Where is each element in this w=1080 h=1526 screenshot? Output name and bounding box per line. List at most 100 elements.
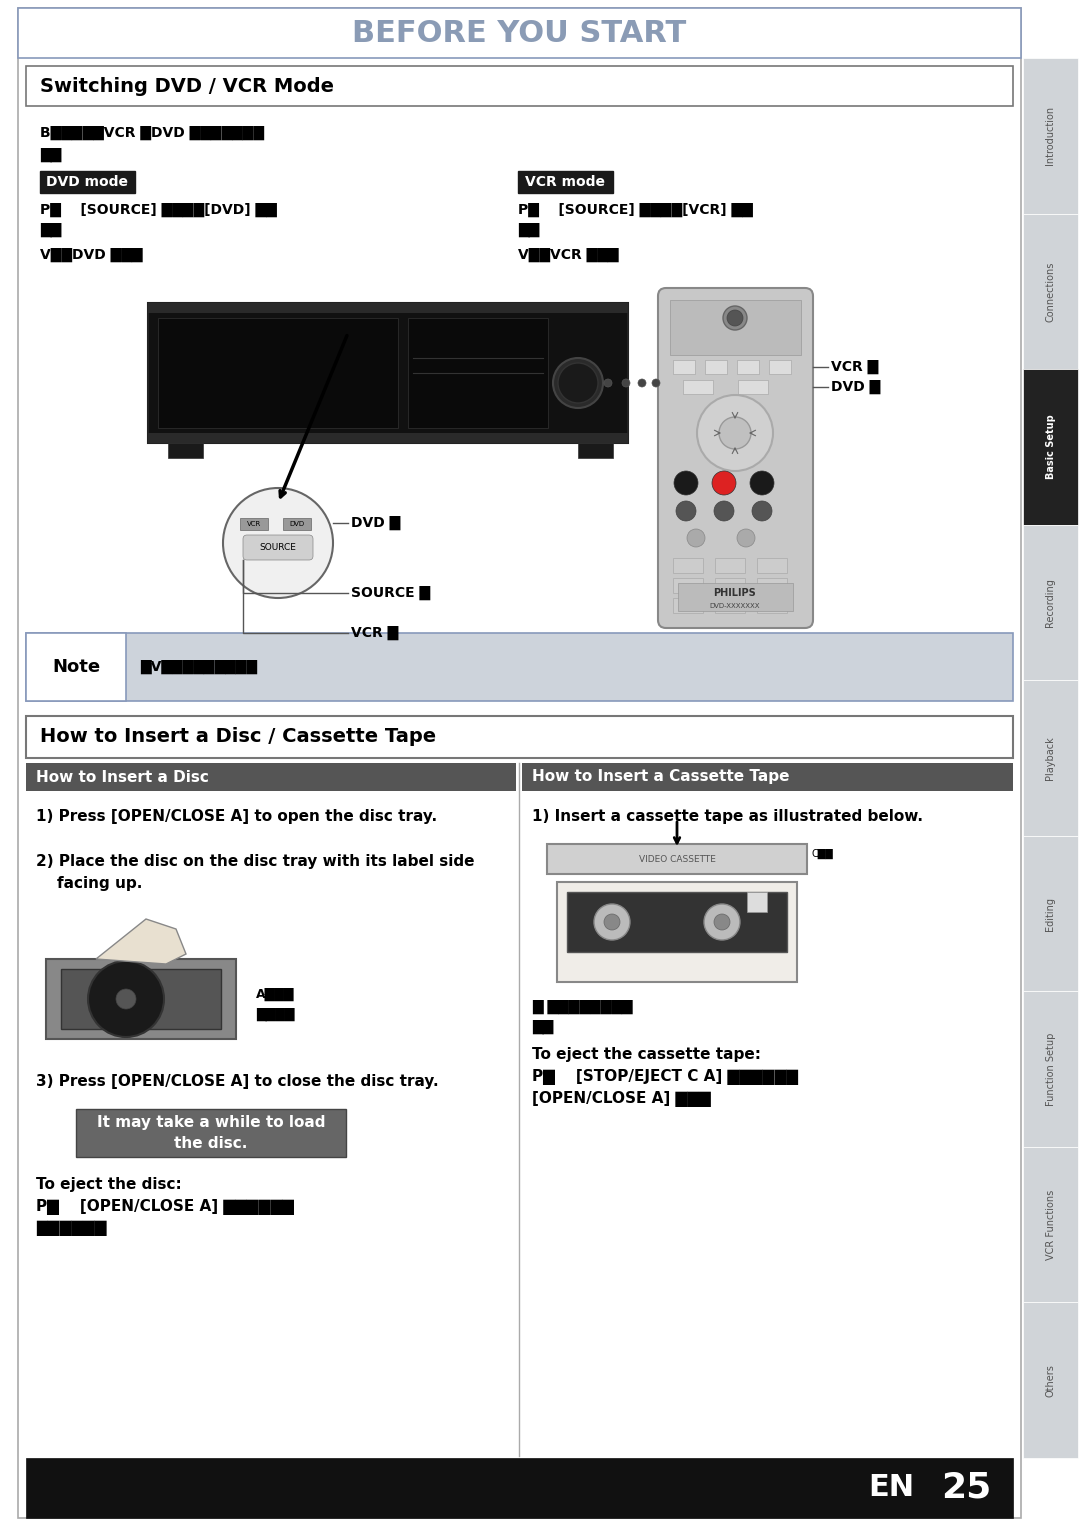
Bar xyxy=(148,304,627,443)
Text: Editing: Editing xyxy=(1045,897,1055,931)
Bar xyxy=(40,171,135,192)
Bar xyxy=(1023,681,1078,836)
Text: Playback: Playback xyxy=(1045,736,1055,780)
Bar xyxy=(670,301,801,356)
Text: DVD: DVD xyxy=(289,520,305,526)
Bar xyxy=(757,598,787,613)
Bar xyxy=(46,958,237,1039)
Bar xyxy=(26,633,126,700)
Bar xyxy=(518,171,613,192)
Text: Introduction: Introduction xyxy=(1045,107,1055,165)
Bar xyxy=(26,633,1013,700)
Text: Note: Note xyxy=(52,658,100,676)
Text: P█    [OPEN/CLOSE A] ██████: P█ [OPEN/CLOSE A] ██████ xyxy=(36,1199,294,1215)
Text: SOURCE: SOURCE xyxy=(259,543,296,552)
Text: DVD █: DVD █ xyxy=(351,516,401,530)
Circle shape xyxy=(222,488,333,598)
Circle shape xyxy=(714,914,730,929)
FancyBboxPatch shape xyxy=(658,288,813,629)
Bar xyxy=(546,844,807,874)
Circle shape xyxy=(652,378,660,388)
Bar xyxy=(1023,1303,1078,1457)
Text: P█    [STOP/EJECT C A] ██████: P█ [STOP/EJECT C A] ██████ xyxy=(532,1070,798,1085)
Circle shape xyxy=(712,472,735,494)
Text: Connections: Connections xyxy=(1045,261,1055,322)
Circle shape xyxy=(697,395,773,472)
Text: 3) Press [OPEN/CLOSE A] to close the disc tray.: 3) Press [OPEN/CLOSE A] to close the dis… xyxy=(36,1074,438,1090)
Text: █V█████████: █V█████████ xyxy=(140,659,257,674)
Text: ██: ██ xyxy=(40,148,62,162)
Circle shape xyxy=(750,472,774,494)
Bar xyxy=(757,578,787,594)
Bar xyxy=(715,559,745,572)
Bar xyxy=(148,433,627,443)
Bar xyxy=(715,598,745,613)
Circle shape xyxy=(604,378,612,388)
Text: VCR Functions: VCR Functions xyxy=(1045,1190,1055,1260)
Text: VCR mode: VCR mode xyxy=(525,175,605,189)
Circle shape xyxy=(676,501,696,520)
Bar xyxy=(240,517,268,530)
Bar xyxy=(26,1457,1013,1518)
Text: How to Insert a Cassette Tape: How to Insert a Cassette Tape xyxy=(532,769,789,784)
Text: P█    [SOURCE] ████[VCR] ██: P█ [SOURCE] ████[VCR] ██ xyxy=(518,203,753,217)
Bar xyxy=(408,317,548,427)
Text: DVD-XXXXXXX: DVD-XXXXXXX xyxy=(710,603,760,609)
Bar xyxy=(1023,836,1078,992)
Bar xyxy=(1023,58,1078,214)
Text: BEFORE YOU START: BEFORE YOU START xyxy=(352,18,687,47)
Text: Function Setup: Function Setup xyxy=(1045,1033,1055,1106)
Bar xyxy=(283,517,311,530)
Bar xyxy=(673,598,703,613)
Circle shape xyxy=(752,501,772,520)
Circle shape xyxy=(604,914,620,929)
Circle shape xyxy=(87,961,164,1038)
Circle shape xyxy=(594,903,630,940)
Bar xyxy=(683,380,713,394)
Bar xyxy=(715,578,745,594)
Bar xyxy=(737,360,759,374)
Bar xyxy=(522,763,1013,790)
Text: V██VCR ███: V██VCR ███ xyxy=(518,249,619,262)
Text: V██DVD ███: V██DVD ███ xyxy=(40,249,143,262)
Circle shape xyxy=(638,378,646,388)
Bar xyxy=(1023,525,1078,681)
Bar xyxy=(757,559,787,572)
Bar xyxy=(747,893,767,913)
Text: Switching DVD / VCR Mode: Switching DVD / VCR Mode xyxy=(40,76,334,96)
Text: VCR █: VCR █ xyxy=(831,360,878,374)
Circle shape xyxy=(719,417,751,449)
Bar xyxy=(18,8,1021,58)
Text: Basic Setup: Basic Setup xyxy=(1045,415,1055,479)
Bar xyxy=(673,559,703,572)
Bar xyxy=(26,763,516,790)
Text: It may take a while to load: It may take a while to load xyxy=(97,1116,325,1131)
Bar xyxy=(1023,992,1078,1148)
Bar xyxy=(60,969,221,1029)
Circle shape xyxy=(558,363,598,403)
Circle shape xyxy=(704,903,740,940)
Text: DVD █: DVD █ xyxy=(831,380,880,394)
FancyBboxPatch shape xyxy=(243,536,313,560)
Text: A███: A███ xyxy=(256,987,295,1001)
Bar xyxy=(678,583,793,610)
Bar xyxy=(148,304,627,313)
Circle shape xyxy=(727,310,743,327)
Bar xyxy=(1023,369,1078,525)
Bar xyxy=(158,317,399,427)
Circle shape xyxy=(737,530,755,546)
Text: VCR █: VCR █ xyxy=(351,626,399,639)
Circle shape xyxy=(622,378,630,388)
Text: 1) Press [OPEN/CLOSE A] to open the disc tray.: 1) Press [OPEN/CLOSE A] to open the disc… xyxy=(36,809,437,824)
Polygon shape xyxy=(96,919,186,964)
Text: █ ████████: █ ████████ xyxy=(532,1000,633,1015)
Text: the disc.: the disc. xyxy=(174,1137,247,1152)
Bar xyxy=(76,1109,346,1157)
Circle shape xyxy=(116,989,136,1009)
Text: SOURCE █: SOURCE █ xyxy=(351,586,430,600)
Text: 25: 25 xyxy=(941,1471,991,1505)
Text: DVD mode: DVD mode xyxy=(46,175,129,189)
Text: EN: EN xyxy=(868,1474,914,1503)
Bar xyxy=(26,66,1013,105)
Bar xyxy=(567,893,787,952)
